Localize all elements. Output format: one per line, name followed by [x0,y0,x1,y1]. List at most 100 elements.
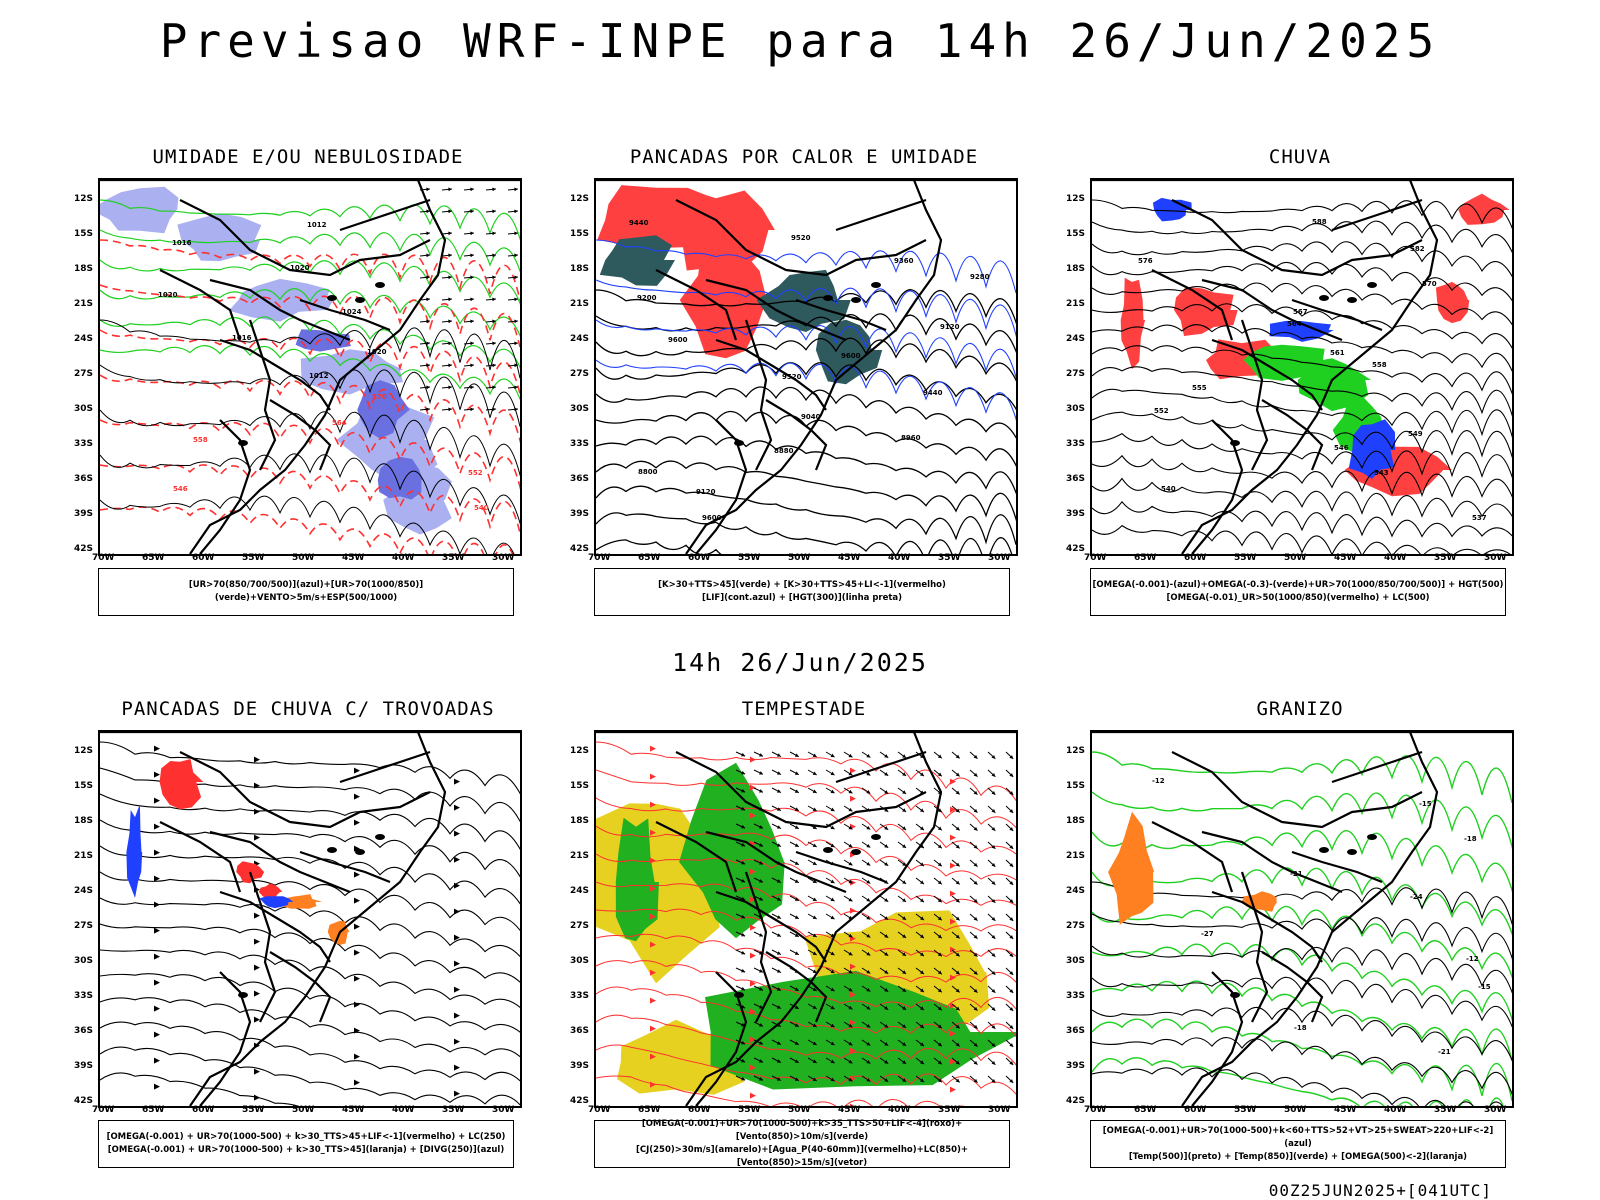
lon-tick-label: 70W [92,1105,115,1115]
lon-tick-label: 55W [1234,1105,1257,1115]
lon-tick-label: 40W [888,1105,911,1115]
lat-tick-label: 42S [570,1096,590,1106]
lon-tick-label: 40W [1384,1105,1407,1115]
contour-label: 9520 [782,373,802,381]
legend-box: [OMEGA(-0.001) + UR>70(1000-500) + k>30_… [98,1120,514,1168]
lon-tick-label: 35W [442,553,465,563]
map-area: -12 -15 -18 -21 -24 -27 -12 -15 -18 -21 [1090,730,1514,1108]
contour-label: 9600 [668,336,688,344]
contour-label: 1020 [290,264,310,272]
lon-tick-label: 50W [292,1105,315,1115]
legend-box: [OMEGA(-0.001)-(azul)+OMEGA(-0.3)-(verde… [1090,568,1506,616]
contour-label: 561 [1330,349,1345,357]
lat-tick-label: 42S [1066,1096,1086,1106]
lat-tick-label: 42S [74,544,94,554]
legend-box: [OMEGA(-0.001)+UR>70(1000-500)+k<60+TTS>… [1090,1120,1506,1168]
legend-line: [OMEGA(-0.001) + UR>70(1000-500) + k>30_… [107,1145,505,1155]
map-area [594,730,1018,1108]
legend-box: [UR>70(850/700/500)](azul)+[UR>70(1000/8… [98,568,514,616]
legend-line: [OMEGA(-0.001)+UR>70(1000-500)+k<60+TTS>… [1102,1125,1494,1149]
contour-label: 1020 [367,348,387,356]
map-svg: 588 582 576 570 567 564 561 558 555 552 549 546 543 5… [1092,180,1512,554]
lat-tick-label: 39S [1066,509,1086,519]
lon-tick-label: 45W [342,1105,365,1115]
lon-tick-label: 65W [638,553,661,563]
legend-box: [OMEGA(-0.001)+UR>70(1000-500)+k>35_TTS>… [594,1119,1010,1168]
lon-tick-label: 45W [838,1105,861,1115]
contour-label: -12 [1152,777,1165,785]
lat-tick-label: 36S [570,474,590,484]
lat-tick-label: 27S [1066,369,1086,379]
lon-tick-label: 45W [838,553,861,563]
map-svg: -12 -15 -18 -21 -24 -27 -12 -15 -18 -21 [1092,732,1512,1106]
lat-tick-label: 18S [74,264,94,274]
lon-tick-label: 30W [1484,553,1507,563]
legend-line: [OMEGA(-0.001)+UR>70(1000-500)+k>35_TTS>… [641,1119,963,1142]
legend-line: [LIF](cont.azul) + [HGT(300)](linha pret… [701,593,903,603]
lat-tick-label: 27S [74,921,94,931]
map-area: 588 582 576 570 567 564 561 558 555 552 549 546 543 5… [1090,178,1514,556]
panel-title: GRANIZO [1256,698,1344,720]
legend-line: [K>30+TTS>45](verde) + [K>30+TTS>45+LI<-… [658,580,946,590]
contour-label: 543 [1374,469,1389,477]
contour-label: -27 [1201,930,1214,938]
lat-tick-label: 39S [74,1061,94,1071]
lon-tick-label: 55W [738,553,761,563]
lat-tick-label: 24S [570,334,590,344]
lon-tick-label: 55W [738,1105,761,1115]
map-area: 9440 9520 9360 9280 9200 9120 9600 9600 9520 9440… [594,178,1018,556]
map-svg: 9440 9520 9360 9280 9200 9120 9600 9600 9520 9440… [596,180,1016,554]
legend-line: [UR>70(850/700/500)](azul)+[UR>70(1000/8… [188,580,424,603]
lon-tick-label: 35W [442,1105,465,1115]
panel-title: PANCADAS POR CALOR E UMIDADE [629,146,979,168]
lon-tick-label: 40W [1384,553,1407,563]
lat-tick-label: 33S [570,991,590,1001]
contour-label: 570 [372,393,387,401]
lat-tick-label: 30S [74,956,94,966]
contour-label: 582 [1410,245,1425,253]
lat-tick-label: 36S [74,474,94,484]
contour-label: 558 [1372,361,1387,369]
contour-label: 1012 [307,221,327,229]
lat-tick-label: 12S [74,194,94,204]
valid-time-label: 14h 26/Jun/2025 [672,648,928,677]
lon-tick-label: 60W [1184,1105,1207,1115]
contour-label: 1016 [232,334,252,342]
contour-label: 546 [173,485,188,493]
lon-tick-label: 60W [1184,553,1207,563]
contour-label: 564 [332,419,347,427]
contour-label: 564 [1287,320,1302,328]
lat-tick-label: 33S [1066,991,1086,1001]
lat-tick-label: 36S [74,1026,94,1036]
panel-title: PANCADAS DE CHUVA C/ TROVOADAS [121,698,495,720]
lat-tick-label: 21S [74,851,94,861]
lat-tick-label: 42S [1066,544,1086,554]
legend-line: [Temp(500)](preto) + [Temp(850)](verde) … [1128,1151,1468,1162]
lon-tick-label: 50W [788,553,811,563]
lat-tick-label: 12S [1066,746,1086,756]
lat-tick-label: 36S [570,1026,590,1036]
lat-tick-label: 21S [74,299,94,309]
contour-label: 8880 [774,447,794,455]
contour-label: -15 [1478,983,1491,991]
contour-label: 576 [1138,257,1153,265]
lat-tick-label: 24S [74,334,94,344]
contour-label: 9440 [629,219,649,227]
lon-tick-label: 50W [1284,1105,1307,1115]
lat-tick-label: 27S [74,369,94,379]
legend-box: [K>30+TTS>45](verde) + [K>30+TTS>45+LI<-… [594,568,1010,616]
lat-tick-label: 33S [74,991,94,1001]
lon-tick-label: 45W [342,553,365,563]
contour-label: 1012 [309,372,329,380]
lat-tick-label: 42S [570,544,590,554]
lon-tick-label: 65W [1134,553,1157,563]
contour-label: 549 [1408,430,1423,438]
lat-tick-label: 39S [1066,1061,1086,1071]
contour-label: 9120 [696,488,716,496]
lon-tick-label: 30W [492,1105,515,1115]
lon-tick-label: 40W [392,553,415,563]
contour-label: 9600 [841,352,861,360]
lat-tick-label: 15S [1066,229,1086,239]
run-time-label: 00Z25JUN2025+[041UTC] [1268,1181,1492,1200]
contour-label: 9120 [940,323,960,331]
